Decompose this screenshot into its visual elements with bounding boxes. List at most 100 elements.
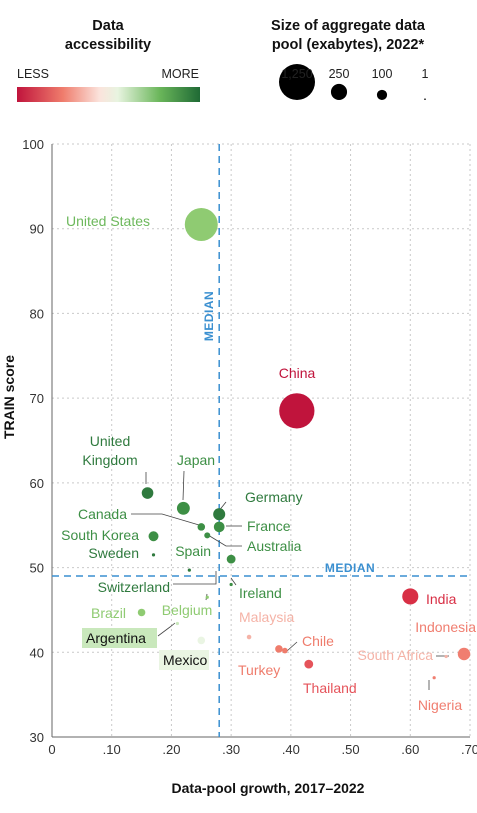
x-tick-label: 0 — [48, 742, 55, 757]
label-thailand: Thailand — [303, 680, 357, 696]
point-argentina — [175, 621, 180, 626]
color-legend-high-label: MORE — [162, 67, 200, 81]
label-argentina: Argentina — [86, 630, 146, 646]
leader-ireland — [230, 577, 237, 586]
label-india: India — [426, 591, 457, 607]
point-ireland — [229, 582, 233, 587]
x-tick-label: .40 — [282, 742, 300, 757]
point-australia — [204, 532, 211, 539]
y-tick-label: 90 — [30, 222, 44, 237]
label-box-argentina — [82, 628, 157, 648]
point-turkey — [275, 645, 283, 653]
leader-argentina — [157, 622, 176, 637]
x-axis-title: Data-pool growth, 2017–2022 — [172, 780, 365, 796]
point-belgium — [205, 595, 209, 599]
point-labels: United States China United Kingdom Japan Germ… — [61, 213, 476, 713]
leader-australia — [207, 534, 242, 547]
point-germany — [213, 508, 226, 521]
label-nigeria: Nigeria — [418, 697, 463, 713]
size-legend-circle — [376, 89, 388, 100]
size-legend-label: 1,250 — [281, 67, 312, 81]
label-indonesia: Indonesia — [415, 619, 476, 635]
size-legend-title-line2: pool (exabytes), 2022* — [272, 37, 425, 53]
size-legend-circle — [279, 64, 315, 100]
median-x-label: MEDIAN — [202, 291, 216, 341]
size-legend-label: 1 — [422, 67, 429, 81]
points — [137, 207, 471, 680]
size-legend: Size of aggregate data pool (exabytes), … — [271, 18, 429, 100]
point-mexico — [197, 636, 206, 645]
label-brazil: Brazil — [91, 605, 126, 621]
axes: 30 40 50 60 70 80 90 100 0 .10 .20 .30 .40 .50 .60 .70 — [22, 137, 477, 757]
y-tick-label: 80 — [30, 306, 44, 321]
point-china — [279, 393, 315, 429]
color-legend: Data accessibility LESS MORE — [17, 18, 200, 102]
label-turkey: Turkey — [238, 662, 280, 678]
label-ireland: Ireland — [239, 585, 282, 601]
label-mexico: Mexico — [163, 652, 208, 668]
leader-switzerland — [173, 571, 217, 585]
color-legend-gradient-bar — [17, 87, 200, 102]
label-united-states: United States — [66, 213, 150, 229]
label-australia: Australia — [247, 538, 302, 554]
median-lines: MEDIAN MEDIAN — [52, 144, 470, 737]
point-brazil — [137, 608, 146, 617]
y-tick-label: 50 — [30, 561, 44, 576]
grid — [52, 143, 471, 737]
label-belgium: Belgium — [162, 602, 213, 618]
label-malaysia: Malaysia — [239, 609, 294, 625]
y-tick-label: 100 — [22, 137, 44, 152]
label-south-africa: South Africa — [358, 647, 434, 663]
y-tick-label: 60 — [30, 476, 44, 491]
label-south-korea: South Korea — [61, 527, 139, 543]
label-japan: Japan — [177, 452, 215, 468]
label-germany: Germany — [245, 489, 303, 505]
size-legend-circle — [330, 83, 348, 100]
label-chile: Chile — [302, 633, 334, 649]
label-united-kingdom: Kingdom — [82, 452, 137, 468]
point-indonesia — [457, 647, 471, 661]
point-nigeria — [432, 676, 436, 680]
y-tick-label: 30 — [30, 730, 44, 745]
color-legend-title-line2: accessibility — [65, 37, 151, 53]
leader-canada — [131, 513, 200, 526]
point-south-africa — [444, 654, 448, 659]
point-france — [213, 521, 225, 533]
label-box-mexico — [159, 650, 209, 670]
x-tick-label: .30 — [222, 742, 240, 757]
x-tick-label: .50 — [342, 742, 360, 757]
point-canada — [197, 523, 206, 531]
x-tick-label: .70 — [461, 742, 477, 757]
point-india — [402, 588, 419, 605]
point-south-korea — [148, 531, 159, 542]
median-y-label: MEDIAN — [325, 561, 375, 575]
color-legend-low-label: LESS — [17, 67, 49, 81]
point-switzerland — [187, 568, 191, 572]
leader-japan — [182, 470, 185, 501]
x-tick-label: .60 — [401, 742, 419, 757]
size-legend-label: 250 — [329, 67, 350, 81]
point-thailand — [304, 659, 314, 669]
x-tick-label: .20 — [162, 742, 180, 757]
label-france: France — [247, 518, 291, 534]
color-legend-title-line1: Data — [92, 18, 124, 34]
label-canada: Canada — [78, 506, 127, 522]
point-united-kingdom — [141, 487, 154, 499]
point-malaysia — [246, 634, 252, 640]
label-china: China — [279, 365, 316, 381]
point-sweden — [151, 553, 156, 557]
label-spain: Spain — [175, 543, 211, 559]
point-chile — [282, 647, 288, 654]
point-spain — [226, 554, 236, 564]
size-legend-label: 100 — [372, 67, 393, 81]
label-sweden: Sweden — [88, 545, 139, 561]
y-axis-title: TRAIN score — [1, 355, 17, 439]
size-legend-circle — [424, 98, 426, 100]
y-tick-label: 70 — [30, 391, 44, 406]
point-japan — [176, 501, 190, 515]
point-united-states — [184, 207, 218, 241]
x-tick-label: .10 — [103, 742, 121, 757]
leader-chile — [286, 641, 298, 652]
size-legend-title-line1: Size of aggregate data — [271, 18, 426, 34]
